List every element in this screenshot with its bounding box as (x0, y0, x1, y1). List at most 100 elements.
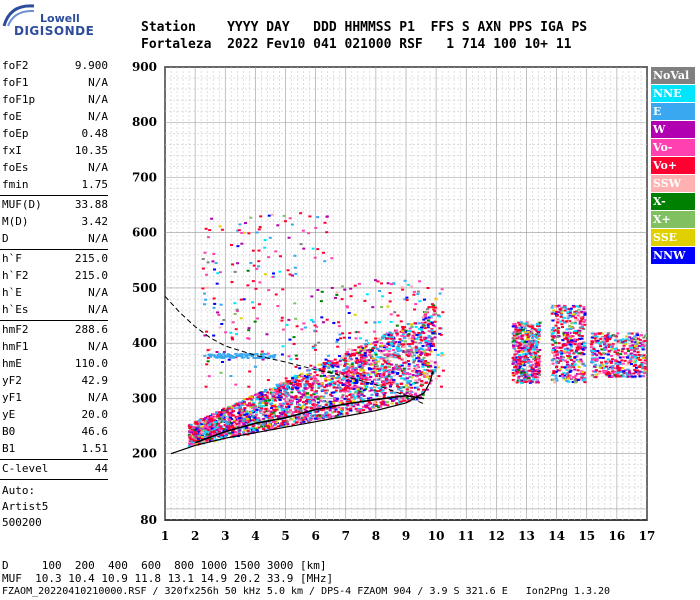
echo-point (325, 401, 329, 404)
echo-point (614, 359, 618, 362)
echo-point (355, 385, 359, 388)
auto-code: 500200 (2, 516, 42, 529)
echo-point (395, 346, 399, 349)
echo-point (232, 426, 236, 429)
echo-point (538, 348, 542, 351)
echo-point (338, 360, 342, 363)
echo-point (229, 244, 233, 247)
echo-point (345, 400, 349, 403)
echo-point (376, 368, 380, 371)
echo-point (627, 339, 631, 342)
echo-point (201, 267, 205, 270)
echo-point (333, 410, 337, 413)
echo-point (238, 417, 242, 420)
echo-point (419, 331, 423, 334)
echo-point (261, 358, 265, 361)
echo-point (207, 424, 211, 427)
echo-point (420, 339, 424, 342)
echo-point (262, 428, 266, 431)
echo-point (583, 381, 587, 384)
echo-point (336, 375, 340, 378)
echo-point (220, 361, 224, 364)
echo-point (437, 375, 441, 378)
echo-point (403, 337, 407, 340)
echo-point (317, 383, 321, 386)
echo-point (574, 331, 578, 334)
echo-point (303, 408, 307, 411)
echo-point (211, 260, 215, 263)
echo-point (306, 380, 310, 383)
echo-point (419, 384, 423, 387)
echo-point (635, 347, 639, 350)
echo-point (627, 371, 631, 374)
echo-point (524, 355, 528, 358)
echo-point (531, 327, 535, 330)
echo-point (357, 351, 361, 354)
echo-point (360, 387, 364, 390)
echo-point (566, 377, 570, 380)
echo-point (367, 407, 371, 410)
echo-point (308, 376, 312, 379)
echo-point (566, 333, 570, 336)
echo-point (227, 427, 231, 430)
echo-point (242, 398, 246, 401)
echo-point (421, 330, 425, 333)
echo-point (389, 337, 393, 340)
echo-point (349, 295, 353, 298)
echo-point (302, 322, 306, 325)
echo-point (270, 392, 274, 395)
echo-point (209, 438, 213, 441)
echo-point (416, 363, 420, 366)
echo-point (434, 298, 438, 301)
param-row: yF1 N/A (2, 390, 108, 406)
echo-point (190, 439, 194, 442)
echo-point (193, 433, 197, 436)
echo-point (192, 436, 196, 439)
echo-point (616, 332, 620, 335)
echo-point (269, 403, 273, 406)
param-name: foF1 (2, 76, 29, 89)
echo-point (346, 363, 350, 366)
echo-point (394, 394, 398, 397)
echo-point (341, 407, 345, 410)
echo-point (210, 430, 214, 433)
echo-point (408, 345, 412, 348)
echo-point (320, 396, 324, 399)
echo-point (334, 372, 338, 375)
echo-point (228, 414, 232, 417)
echo-point (247, 329, 251, 332)
echo-point (280, 316, 284, 319)
echo-point (397, 386, 401, 389)
echo-point (249, 412, 253, 415)
echo-point (578, 304, 582, 307)
echo-point (345, 370, 349, 373)
header-line2: Fortaleza 2022 Fev10 041 021000 RSF 1 71… (141, 37, 572, 52)
echo-point (382, 396, 386, 399)
echo-point (271, 399, 275, 402)
echo-point (290, 274, 294, 277)
echo-point (406, 343, 410, 346)
echo-point (413, 381, 417, 384)
echo-point (189, 423, 193, 426)
echo-point (414, 379, 418, 382)
echo-point (230, 414, 234, 417)
y-tick-label: 400 (132, 336, 157, 350)
echo-point (566, 311, 570, 314)
muf-row: MUF 10.3 10.4 10.9 11.8 13.1 14.9 20.2 3… (2, 572, 334, 585)
echo-point (511, 325, 515, 328)
echo-point (551, 343, 555, 346)
echo-point (515, 356, 519, 359)
echo-point (358, 337, 362, 340)
echo-point (557, 342, 561, 345)
echo-point (362, 374, 366, 377)
echo-point (213, 355, 217, 358)
echo-point (346, 410, 350, 413)
echo-point (308, 399, 312, 402)
echo-point (229, 331, 233, 334)
echo-point (349, 409, 353, 412)
echo-point (532, 351, 536, 354)
echo-point (626, 347, 630, 350)
echo-point (416, 355, 420, 358)
param-row: MUF(D) 33.88 (2, 197, 108, 213)
echo-point (530, 336, 534, 339)
